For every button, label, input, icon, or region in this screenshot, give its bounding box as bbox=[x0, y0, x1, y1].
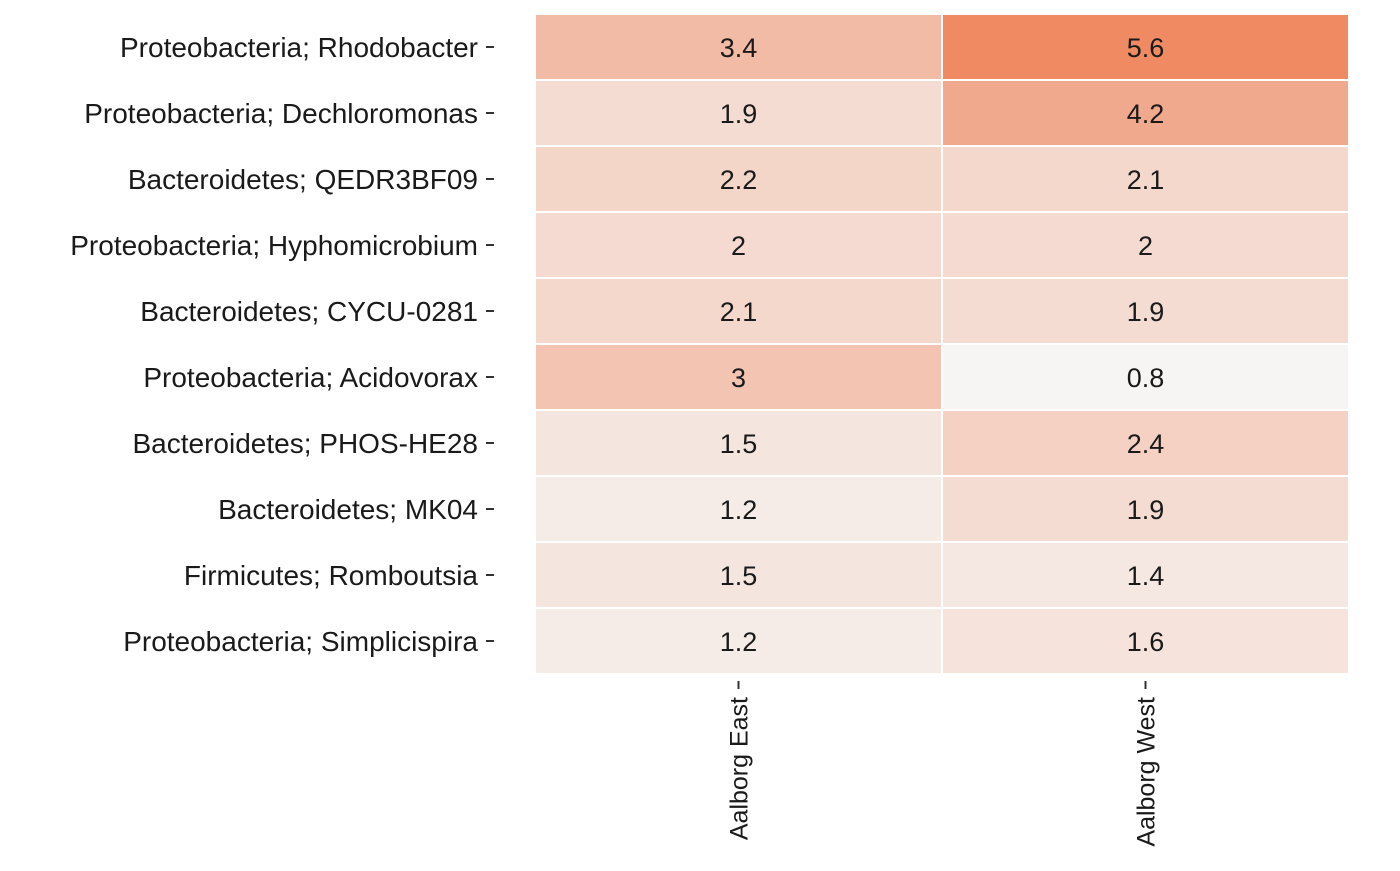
cell-value-label: 2.2 bbox=[720, 165, 758, 195]
cell-value-label: 1.9 bbox=[1127, 297, 1165, 327]
heatmap-cell bbox=[536, 477, 941, 541]
y-tick-label: Bacteroidetes; CYCU-0281 bbox=[140, 296, 478, 327]
cell-value-label: 1.2 bbox=[720, 495, 758, 525]
heatmap-cell bbox=[943, 279, 1348, 343]
cell-value-label: 2.1 bbox=[1127, 165, 1165, 195]
heatmap-cell bbox=[943, 411, 1348, 475]
heatmap-cell bbox=[536, 15, 941, 79]
y-tick-label: Bacteroidetes; QEDR3BF09 bbox=[128, 164, 478, 195]
heatmap-cell bbox=[943, 147, 1348, 211]
heatmap-cell bbox=[536, 543, 941, 607]
heatmap-cell bbox=[943, 609, 1348, 673]
heatmap-cell bbox=[536, 411, 941, 475]
heatmap-cell bbox=[943, 543, 1348, 607]
cell-value-label: 4.2 bbox=[1127, 99, 1165, 129]
y-tick-label: Proteobacteria; Acidovorax bbox=[143, 362, 478, 393]
heatmap-cell bbox=[536, 279, 941, 343]
cell-value-label: 5.6 bbox=[1127, 33, 1165, 63]
heatmap-cell bbox=[943, 345, 1348, 409]
cell-value-label: 2.1 bbox=[720, 297, 758, 327]
heatmap-cell bbox=[536, 345, 941, 409]
cell-value-label: 2 bbox=[1138, 231, 1153, 261]
x-tick-label: Aalborg East bbox=[726, 697, 754, 840]
cell-value-label: 1.9 bbox=[1127, 495, 1165, 525]
heatmap-cell bbox=[943, 81, 1348, 145]
y-tick-label: Proteobacteria; Hyphomicrobium bbox=[70, 230, 478, 261]
heatmap-cell bbox=[943, 213, 1348, 277]
heatmap-cell bbox=[536, 609, 941, 673]
heatmap-cell bbox=[536, 81, 941, 145]
heatmap-cells: 3.4 5.6 1.9 4.2 2.2 2.1 2 2 2.1 1.9 3 0.8 1.5 2.4 1.2 1… bbox=[536, 15, 1348, 673]
x-tick-label: Aalborg West bbox=[1133, 697, 1161, 847]
y-tick-label: Bacteroidetes; PHOS-HE28 bbox=[133, 428, 479, 459]
heatmap-cell bbox=[536, 147, 941, 211]
cell-value-label: 1.4 bbox=[1127, 561, 1165, 591]
cell-value-label: 1.5 bbox=[720, 561, 758, 591]
y-tick-label: Proteobacteria; Rhodobacter bbox=[120, 32, 478, 63]
cell-value-label: 3.4 bbox=[720, 33, 758, 63]
y-tick-label: Firmicutes; Romboutsia bbox=[184, 560, 479, 591]
y-tick-label: Bacteroidetes; MK04 bbox=[218, 494, 478, 525]
cell-value-label: 1.5 bbox=[720, 429, 758, 459]
cell-value-label: 3 bbox=[731, 363, 746, 393]
y-tick-label: Proteobacteria; Dechloromonas bbox=[84, 98, 478, 129]
cell-value-label: 2 bbox=[731, 231, 746, 261]
heatmap-cell bbox=[536, 213, 941, 277]
y-tick-label: Proteobacteria; Simplicispira bbox=[123, 626, 478, 657]
cell-value-label: 0.8 bbox=[1127, 363, 1165, 393]
heatmap-cell bbox=[943, 15, 1348, 79]
cell-value-label: 2.4 bbox=[1127, 429, 1165, 459]
heatmap-cell bbox=[943, 477, 1348, 541]
row-labels: Proteobacteria; Rhodobacter Proteobacteri… bbox=[70, 32, 494, 657]
cell-value-label: 1.6 bbox=[1127, 627, 1165, 657]
column-labels: Aalborg East Aalborg West bbox=[726, 681, 1161, 847]
cell-value-label: 1.9 bbox=[720, 99, 758, 129]
cell-value-label: 1.2 bbox=[720, 627, 758, 657]
